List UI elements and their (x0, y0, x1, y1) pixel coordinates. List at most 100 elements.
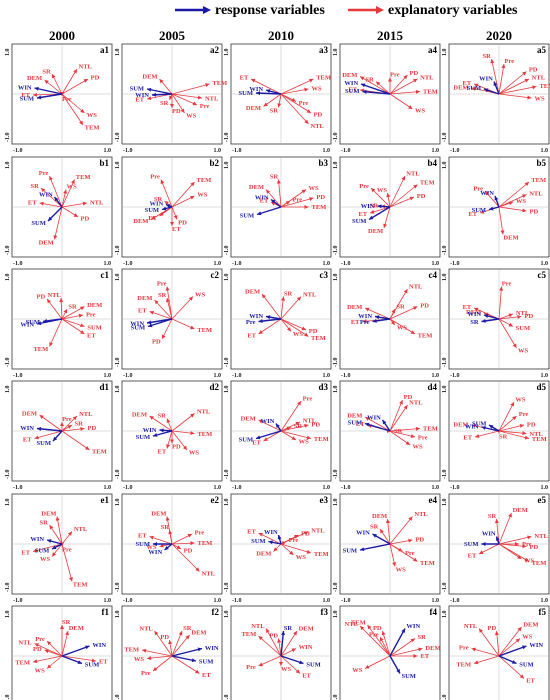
explanatory-label-f5-TEM: TEM (456, 661, 471, 668)
y-tick-max-c1: 1.0 (5, 274, 11, 282)
response-label-b3-SUM: SUM (240, 212, 254, 219)
explanatory-label-f2-DEM: DEM (191, 630, 206, 637)
y-tick-max-b5: 1.0 (442, 162, 448, 170)
explanatory-arrowhead-d1-TEM (85, 446, 90, 450)
explanatory-arrowhead-d3-NTL (295, 421, 300, 426)
explanatory-arrowhead-b4-TEM (413, 184, 418, 189)
y-tick-min-b5: -1.0 (442, 246, 448, 256)
explanatory-label-f1-Pre: Pre (35, 636, 45, 643)
x-tick-min-c2: -1.0 (123, 373, 133, 379)
panel-label-e3: e3 (320, 495, 329, 505)
panel-label-a4: a4 (428, 45, 438, 55)
explanatory-vector-b3-SR (278, 179, 282, 208)
explanatory-arrowhead-b2-ET (159, 212, 164, 216)
explanatory-arrowhead-d2-NTL (190, 413, 195, 418)
x-tick-min-c5: -1.0 (450, 373, 460, 379)
explanatory-arrowhead-a5-SR (490, 59, 495, 64)
response-label-b2-WIN: WIN (149, 200, 163, 207)
explanatory-label-a2-WS: WS (186, 113, 197, 120)
explanatory-vector-c5-WS (498, 318, 517, 349)
explanatory-arrowhead-a5-DEM (471, 86, 476, 91)
explanatory-label-d2-DEM: DEM (132, 411, 147, 418)
y-tick-max-a4: 1.0 (333, 49, 339, 57)
explanatory-label-c5-WS: WS (518, 348, 529, 355)
explanatory-arrowhead-f5-TEM (474, 660, 479, 665)
explanatory-label-c5-SUM: SUM (516, 325, 530, 332)
explanatory-arrowhead-e2-SR (168, 530, 173, 535)
explanatory-arrowhead-b3-TEM (304, 205, 309, 209)
explanatory-vector-b2-DEM (150, 206, 173, 220)
response-label-e2-WIN: WIN (148, 549, 162, 556)
x-tick-min-e4: -1.0 (341, 598, 351, 604)
panel-label-b5: b5 (536, 158, 546, 168)
explanatory-label-e5-PD: PD (529, 544, 538, 551)
explanatory-arrowhead-d4-Pre (410, 434, 415, 439)
y-tick-max-a3: 1.0 (224, 49, 230, 57)
explanatory-label-c1-SR: SR (68, 303, 77, 310)
response-vector-b3-SUM (256, 206, 282, 216)
explanatory-label-c3-TEM: TEM (311, 335, 326, 342)
explanatory-vector-e1-ET (32, 543, 63, 552)
explanatory-label-b2-SR: SR (154, 196, 163, 203)
response-label-d2-SUM: SUM (136, 434, 150, 441)
explanatory-vector-c3-PD (280, 318, 307, 331)
explanatory-label-a2-Pre: Pre (200, 103, 210, 110)
explanatory-vector-b1-NTL (61, 202, 88, 208)
x-tick-max-d2: 1.0 (214, 485, 222, 491)
explanatory-vector-b3-WS (280, 189, 307, 208)
response-label-e5-WIN: WIN (482, 531, 496, 538)
response-arrowhead-c2-WIN (147, 320, 152, 325)
response-label-b5-SUM: SUM (472, 207, 486, 214)
explanatory-arrowhead-c1-NTL (59, 298, 64, 303)
explanatory-label-d4-ET: ET (356, 421, 365, 428)
explanatory-vector-f3-ET (280, 655, 301, 674)
explanatory-arrowhead-d5-ET (475, 434, 480, 438)
explanatory-arrowhead-f2-DEM (185, 635, 190, 640)
response-arrowhead-a5-WIN (493, 81, 498, 86)
response-vector-a4-SUM (362, 90, 391, 95)
explanatory-label-c2-PD: PD (152, 339, 161, 346)
x-tick-max-d5: 1.0 (541, 485, 549, 491)
explanatory-vector-d3-Pre (280, 400, 302, 432)
explanatory-arrowhead-a2-WS (180, 108, 185, 113)
explanatory-arrowhead-b2-ET2 (170, 222, 174, 226)
explanatory-vector-e4-NTL (389, 516, 413, 545)
explanatory-label-b3-Pre: Pre (292, 196, 302, 203)
response-vector-f5-WIN (498, 645, 527, 657)
response-arrowhead-d4-SUM (365, 422, 370, 427)
explanatory-vector-a4-TEM (389, 91, 421, 95)
explanatory-arrowhead-e1-ET (33, 548, 38, 553)
response-arrowhead-f2-SUM (191, 658, 196, 663)
explanatory-arrowhead-a5-Pre (501, 64, 506, 69)
explanatory-arrowhead-d4-TEM (415, 426, 420, 431)
explanatory-arrowhead-f4-WS (365, 664, 370, 669)
explanatory-label-e2-WS: WS (146, 544, 157, 551)
explanatory-arrowhead-c4-TEM (410, 330, 415, 334)
explanatory-vector-a3-ET (250, 78, 282, 95)
explanatory-label-f4-TEM: TEM (351, 620, 366, 627)
explanatory-label-b3-PD: PD (316, 194, 325, 201)
explanatory-vector-a2-TEM (171, 83, 210, 95)
explanatory-label-e4-WS: WS (396, 566, 407, 573)
explanatory-arrowhead-f2-NTL (154, 631, 159, 636)
response-label-a4-WIN: WIN (344, 80, 358, 87)
explanatory-vector-f3-TEM (258, 635, 282, 657)
explanatory-label-f5-DEM: DEM (523, 622, 538, 629)
explanatory-arrowhead-e3-DEM (273, 547, 278, 552)
explanatory-arrowhead-a2-Pre (192, 101, 197, 106)
explanatory-label-e3-PD: PD (301, 531, 310, 538)
response-vector-e4-SUM (359, 543, 391, 551)
explanatory-arrowhead-f3-TEM (258, 636, 263, 641)
y-tick-max-a1: 1.0 (5, 49, 11, 57)
explanatory-label-c2-Pre: Pre (157, 281, 167, 288)
response-label-a1-SUM: SUM (20, 95, 34, 102)
explanatory-label-a5-PD: PD (529, 67, 538, 74)
response-label-b1-SUM: SUM (31, 220, 45, 227)
explanatory-arrowhead-a5-TEM (532, 85, 537, 90)
x-tick-max-a1: 1.0 (104, 148, 112, 154)
x-tick-max-c2: 1.0 (214, 373, 222, 379)
x-tick-max-d4: 1.0 (432, 485, 440, 491)
year-header-2005: 2005 (159, 28, 186, 43)
explanatory-label-a3-SR: SR (270, 107, 279, 114)
explanatory-label-d2-WS: WS (189, 449, 200, 456)
